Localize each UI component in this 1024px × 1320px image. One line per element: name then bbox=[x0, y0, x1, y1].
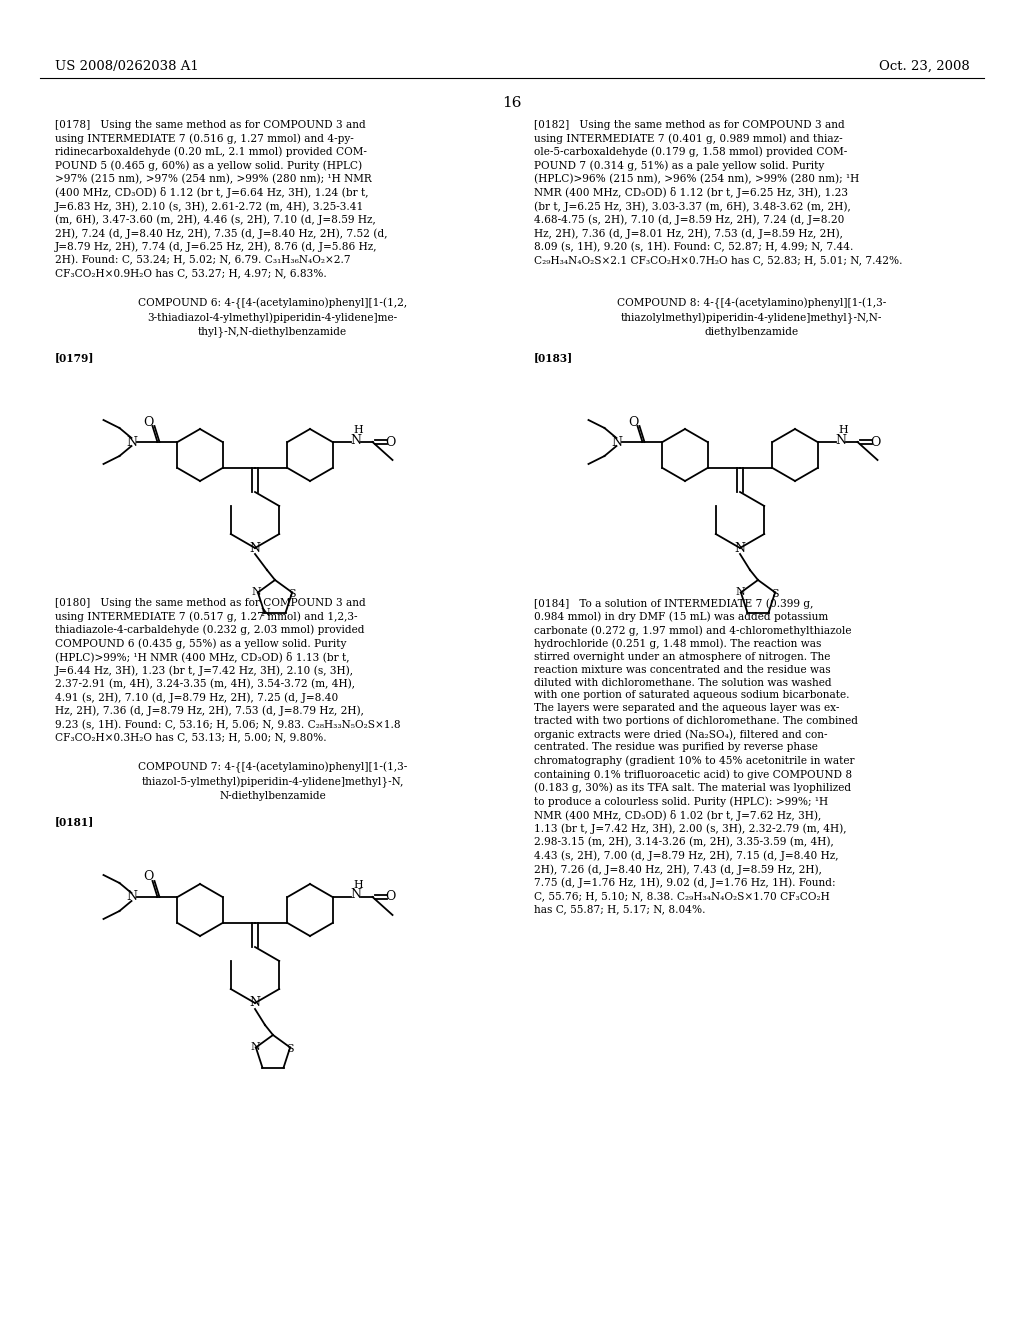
Text: N: N bbox=[250, 997, 260, 1010]
Text: H: H bbox=[353, 880, 364, 890]
Text: COMPOUND 6: 4-{[4-(acetylamino)phenyl][1-(1,2,
3-thiadiazol-4-ylmethyl)piperidin: COMPOUND 6: 4-{[4-(acetylamino)phenyl][1… bbox=[138, 298, 408, 338]
Text: [0179]: [0179] bbox=[55, 352, 94, 363]
Text: S: S bbox=[289, 590, 296, 599]
Text: S: S bbox=[287, 1044, 294, 1055]
Text: [0178]   Using the same method as for COMPOUND 3 and
using INTERMEDIATE 7 (0.516: [0178] Using the same method as for COMP… bbox=[55, 120, 387, 279]
Text: N: N bbox=[260, 607, 270, 618]
Text: [0184]   To a solution of INTERMEDIATE 7 (0.399 g,
0.984 mmol) in dry DMF (15 mL: [0184] To a solution of INTERMEDIATE 7 (… bbox=[534, 598, 858, 913]
Text: O: O bbox=[629, 416, 639, 429]
Text: O: O bbox=[385, 436, 395, 449]
Text: [0183]: [0183] bbox=[534, 352, 573, 363]
Text: N: N bbox=[126, 436, 137, 449]
Text: N: N bbox=[251, 587, 261, 598]
Text: COMPOUND 8: 4-{[4-(acetylamino)phenyl][1-(1,3-
thiazolylmethyl)piperidin-4-ylide: COMPOUND 8: 4-{[4-(acetylamino)phenyl][1… bbox=[616, 298, 886, 338]
Text: COMPOUND 7: 4-{[4-(acetylamino)phenyl][1-(1,3-
thiazol-5-ylmethyl)piperidin-4-yl: COMPOUND 7: 4-{[4-(acetylamino)phenyl][1… bbox=[138, 762, 408, 801]
Text: N: N bbox=[250, 541, 260, 554]
Text: N: N bbox=[835, 433, 846, 446]
Text: Oct. 23, 2008: Oct. 23, 2008 bbox=[880, 59, 970, 73]
Text: [0180]   Using the same method as for COMPOUND 3 and
using INTERMEDIATE 7 (0.517: [0180] Using the same method as for COMP… bbox=[55, 598, 400, 743]
Text: US 2008/0262038 A1: US 2008/0262038 A1 bbox=[55, 59, 199, 73]
Text: 16: 16 bbox=[502, 96, 522, 110]
Text: [0182]   Using the same method as for COMPOUND 3 and
using INTERMEDIATE 7 (0.401: [0182] Using the same method as for COMP… bbox=[534, 120, 902, 265]
Text: [0181]: [0181] bbox=[55, 816, 94, 828]
Text: N: N bbox=[734, 541, 745, 554]
Text: O: O bbox=[143, 416, 154, 429]
Text: H: H bbox=[353, 425, 364, 436]
Text: O: O bbox=[385, 891, 395, 903]
Text: N: N bbox=[350, 433, 361, 446]
Text: N: N bbox=[350, 888, 361, 902]
Text: N: N bbox=[735, 587, 744, 598]
Text: S: S bbox=[771, 590, 779, 599]
Text: N: N bbox=[126, 891, 137, 903]
Text: O: O bbox=[870, 436, 881, 449]
Text: N: N bbox=[250, 1043, 260, 1052]
Text: N: N bbox=[611, 436, 622, 449]
Text: O: O bbox=[143, 870, 154, 883]
Text: H: H bbox=[839, 425, 849, 436]
